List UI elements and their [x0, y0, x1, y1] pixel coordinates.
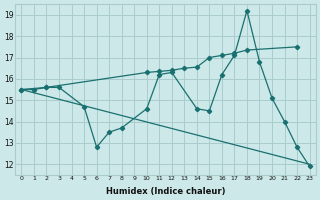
X-axis label: Humidex (Indice chaleur): Humidex (Indice chaleur) — [106, 187, 225, 196]
